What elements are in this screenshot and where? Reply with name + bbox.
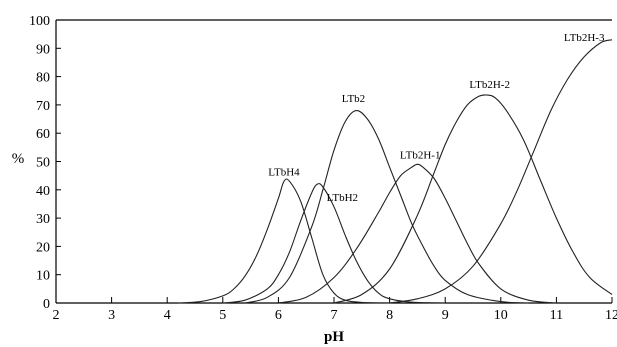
series-line-ltb2 bbox=[244, 110, 529, 304]
series-line-ltb2h-2 bbox=[333, 94, 613, 304]
x-tick-label: 12 bbox=[605, 308, 617, 323]
x-axis-title: pH bbox=[324, 329, 344, 345]
y-tick-label: 30 bbox=[36, 212, 50, 227]
x-tick-label: 2 bbox=[53, 308, 60, 323]
x-tick-label: 8 bbox=[386, 308, 393, 323]
series-label-ltb2h-3: LTb2H-3 bbox=[564, 32, 605, 44]
x-tick-label: 11 bbox=[550, 308, 563, 323]
y-tick-label: 10 bbox=[36, 269, 50, 284]
y-tick-label: 40 bbox=[36, 184, 50, 199]
x-tick-label: 3 bbox=[108, 308, 115, 323]
series-line-ltbh4 bbox=[178, 178, 390, 304]
series-line-ltb2h-1 bbox=[278, 163, 557, 304]
series-label-ltb2h-1: LTb2H-1 bbox=[400, 150, 441, 162]
y-tick-label: 80 bbox=[36, 71, 50, 86]
y-ticks: 0 10 20 30 40 50 60 70 80 90 100 bbox=[29, 14, 61, 312]
y-tick-label: 60 bbox=[36, 127, 50, 142]
series-line-ltb2h-3 bbox=[389, 39, 613, 304]
x-tick-label: 5 bbox=[219, 308, 226, 323]
series-label-ltbh4: LTbH4 bbox=[268, 167, 300, 179]
y-tick-label: 0 bbox=[43, 297, 50, 312]
y-tick-label: 90 bbox=[36, 42, 50, 57]
series-label-ltbh2: LTbH2 bbox=[327, 192, 358, 204]
series-label-ltb2h-2: LTb2H-2 bbox=[469, 79, 510, 91]
axes bbox=[55, 19, 612, 304]
y-tick-label: 50 bbox=[36, 156, 50, 171]
x-tick-label: 9 bbox=[442, 308, 449, 323]
y-tick-label: 70 bbox=[36, 99, 50, 114]
series-lines bbox=[178, 39, 613, 304]
x-tick-label: 6 bbox=[275, 308, 282, 323]
y-tick-label: 100 bbox=[29, 14, 50, 29]
series-label-ltb2: LTb2 bbox=[342, 93, 365, 105]
series-labels: LTbH4 LTbH2 LTb2 LTb2H-1 LTb2H-2 LTb2H-3 bbox=[268, 32, 605, 204]
x-tick-label: 10 bbox=[494, 308, 508, 323]
x-ticks: 2 3 4 5 6 7 8 9 10 11 12 bbox=[53, 297, 617, 323]
series-line-ltbh2 bbox=[222, 183, 446, 304]
x-tick-label: 7 bbox=[331, 308, 338, 323]
y-axis-title: % bbox=[12, 151, 25, 167]
y-tick-label: 20 bbox=[36, 240, 50, 255]
x-tick-label: 4 bbox=[164, 308, 171, 323]
